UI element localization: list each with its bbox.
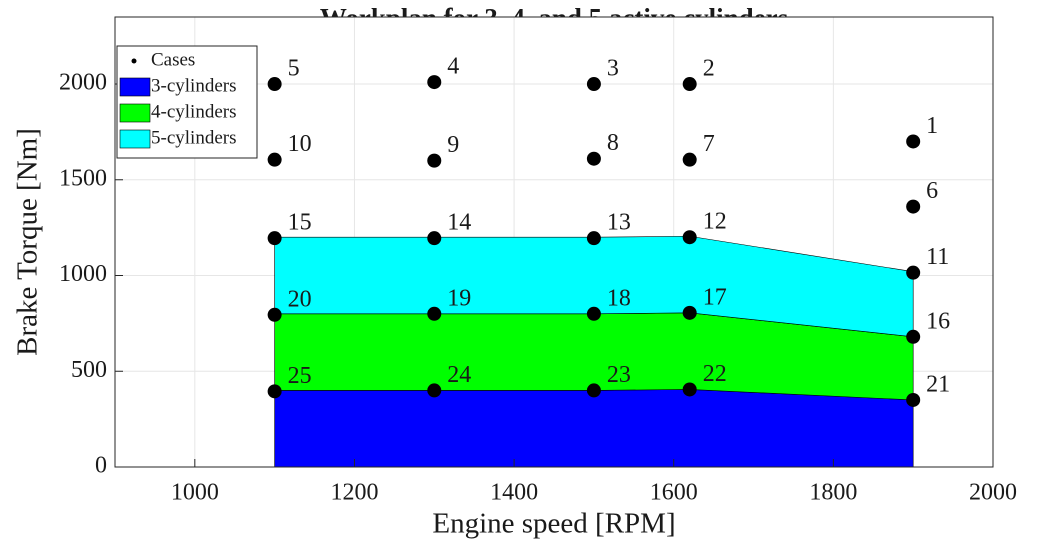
x-tick-label: 1000 xyxy=(171,480,219,506)
case-point xyxy=(427,231,442,246)
case-label: 17 xyxy=(703,284,727,310)
case-point xyxy=(267,77,282,92)
x-tick-label: 1600 xyxy=(650,480,698,506)
legend-label: 4-cylinders xyxy=(151,101,236,122)
case-label: 11 xyxy=(926,244,949,270)
case-label: 7 xyxy=(703,131,715,157)
case-label: 10 xyxy=(288,131,312,157)
x-tick-label: 1800 xyxy=(809,480,857,506)
x-axis-label: Engine speed [RPM] xyxy=(432,508,675,540)
case-label: 5 xyxy=(288,56,300,82)
case-label: 18 xyxy=(607,285,631,311)
case-point xyxy=(682,152,697,167)
x-tick-label: 1400 xyxy=(490,480,538,506)
case-point xyxy=(586,77,601,92)
case-point xyxy=(586,306,601,321)
legend-label: Cases xyxy=(151,49,195,70)
legend-marker xyxy=(131,58,137,64)
case-point xyxy=(906,134,921,149)
case-point xyxy=(682,305,697,320)
case-label: 4 xyxy=(447,54,459,80)
case-label: 16 xyxy=(926,308,950,334)
case-label: 24 xyxy=(447,362,471,388)
case-point xyxy=(906,329,921,344)
y-tick-label: 1000 xyxy=(59,261,107,287)
case-label: 8 xyxy=(607,130,619,156)
y-tick-label: 0 xyxy=(95,453,107,479)
plot-border xyxy=(114,16,994,468)
case-point xyxy=(682,230,697,245)
case-point xyxy=(427,75,442,90)
case-point xyxy=(267,307,282,322)
case-label: 6 xyxy=(926,178,938,204)
case-label: 3 xyxy=(607,56,619,82)
legend-swatch xyxy=(119,77,151,97)
legend-swatch xyxy=(119,129,151,149)
case-point xyxy=(427,153,442,168)
case-label: 22 xyxy=(703,361,727,387)
area xyxy=(274,389,914,468)
y-tick-label: 2000 xyxy=(59,70,107,96)
case-label: 23 xyxy=(607,362,631,388)
case-point xyxy=(906,265,921,280)
case-point xyxy=(267,231,282,246)
x-tick-label: 1200 xyxy=(330,480,378,506)
case-label: 15 xyxy=(288,210,312,236)
case-point xyxy=(586,231,601,246)
case-point xyxy=(906,392,921,407)
case-label: 1 xyxy=(926,113,938,139)
case-point xyxy=(427,383,442,398)
case-label: 13 xyxy=(607,210,631,236)
case-label: 21 xyxy=(926,371,950,397)
case-point xyxy=(682,77,697,92)
case-point xyxy=(427,306,442,321)
y-tick-label: 1500 xyxy=(59,165,107,191)
legend-label: 3-cylinders xyxy=(151,75,236,96)
case-point xyxy=(682,382,697,397)
case-label: 20 xyxy=(288,286,312,312)
case-point xyxy=(267,152,282,167)
legend-swatch xyxy=(119,103,151,123)
legend-label: 5-cylinders xyxy=(151,127,236,148)
x-tick-label: 2000 xyxy=(969,480,1017,506)
y-tick-label: 500 xyxy=(71,357,107,383)
case-label: 9 xyxy=(447,132,459,158)
case-label: 25 xyxy=(288,363,312,389)
case-label: 12 xyxy=(703,209,727,235)
case-point xyxy=(267,384,282,399)
case-label: 19 xyxy=(447,285,471,311)
y-axis-label: Brake Torque [Nm] xyxy=(12,128,44,356)
case-point xyxy=(586,151,601,166)
case-point xyxy=(586,383,601,398)
case-label: 2 xyxy=(703,56,715,82)
case-label: 14 xyxy=(447,210,471,236)
case-point xyxy=(906,199,921,214)
